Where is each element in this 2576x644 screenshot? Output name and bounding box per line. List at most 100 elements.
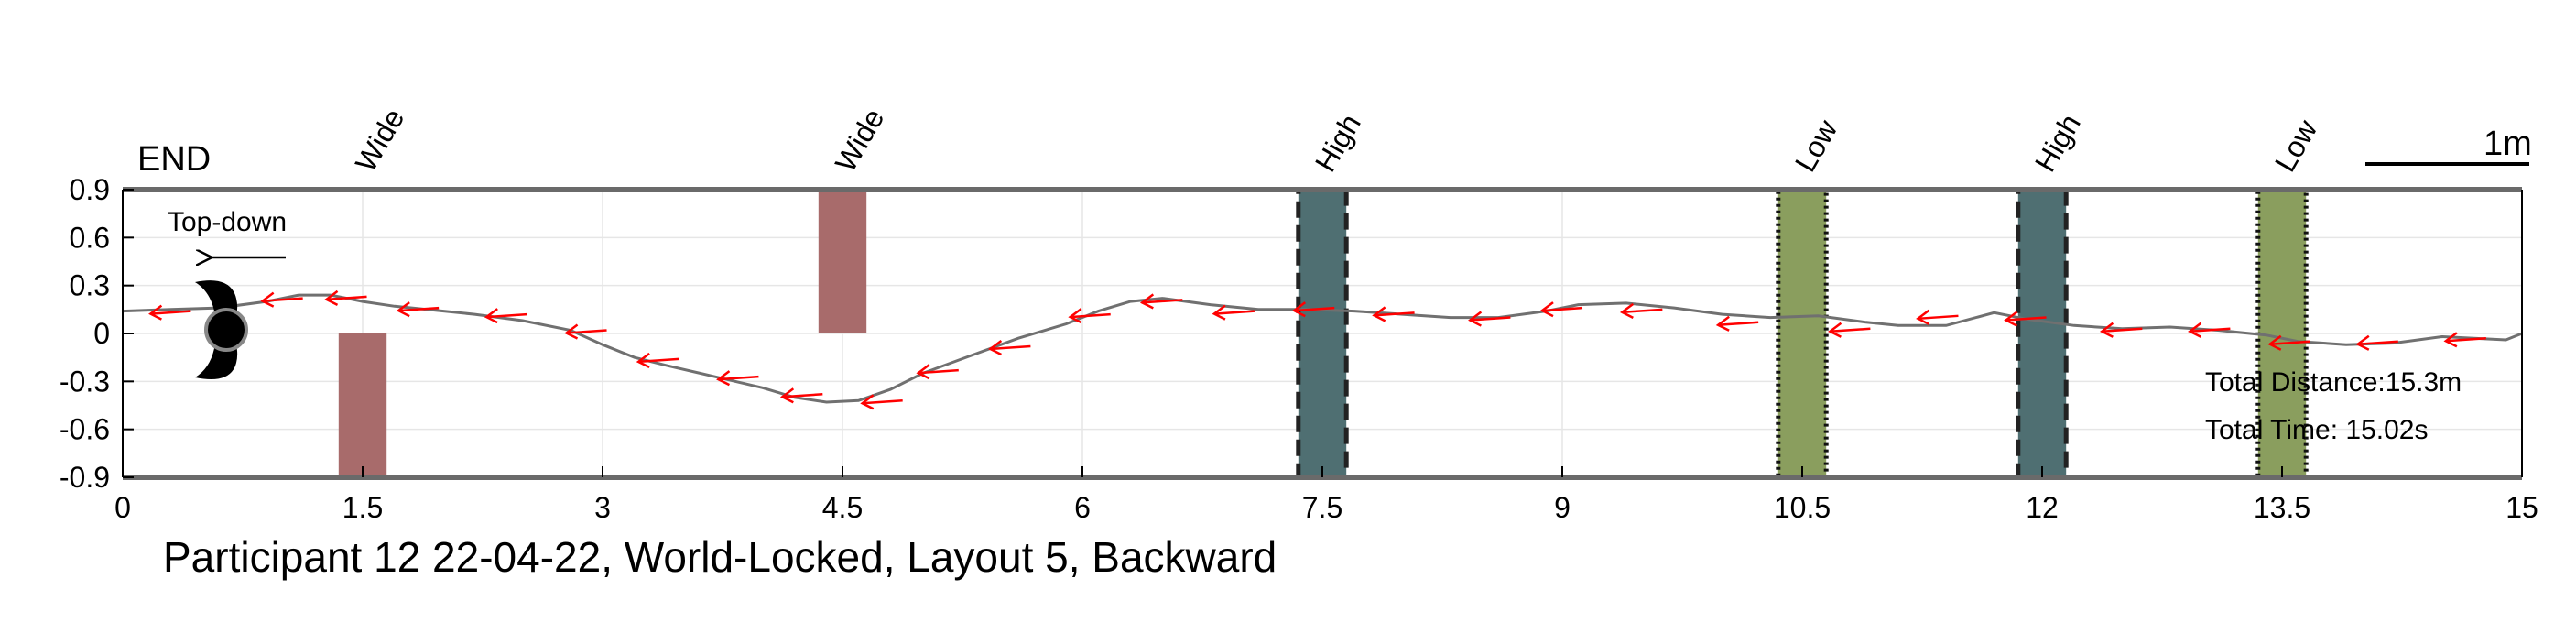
x-tick-label: 15 bbox=[2505, 491, 2538, 524]
x-tick-label: 10.5 bbox=[1774, 491, 1831, 524]
heading-arrow bbox=[988, 339, 1031, 356]
end-label: END bbox=[137, 140, 211, 179]
heading-arrow-shaft bbox=[718, 375, 759, 381]
heading-arrow-shaft bbox=[2445, 336, 2486, 343]
heading-arrow-head bbox=[1828, 322, 1842, 338]
tick-labels: 0 1.5 3 4.5 6 7.5 9 10.5 12 13.5 15 0.9 0.6 0.3 0 -0.3 -… bbox=[60, 173, 2538, 524]
heading-arrow-shaft bbox=[1470, 316, 1511, 322]
heading-arrow bbox=[1916, 309, 1959, 325]
participant-icon bbox=[195, 280, 248, 379]
heading-arrow-head bbox=[1372, 306, 1386, 322]
heading-arrow bbox=[2267, 334, 2310, 351]
heading-arrow-head bbox=[1212, 304, 1226, 321]
heading-arrow bbox=[1468, 311, 1511, 327]
x-tick-label: 12 bbox=[2026, 491, 2059, 524]
heading-arrow bbox=[148, 304, 191, 321]
heading-arrow bbox=[2355, 334, 2398, 351]
chart-title: Participant 12 22-04-22, World-Locked, L… bbox=[163, 533, 1277, 581]
heading-arrow-shaft bbox=[262, 297, 303, 302]
heading-arrow-head bbox=[2443, 332, 2458, 348]
heading-arrow-head bbox=[148, 304, 163, 321]
heading-arrow-head bbox=[396, 301, 410, 318]
heading-arrow-head bbox=[2004, 311, 2018, 327]
y-tick-label: 0.9 bbox=[70, 173, 110, 206]
heading-arrow bbox=[324, 289, 367, 306]
heading-arrow-head bbox=[1916, 309, 1930, 325]
x-tick-label: 6 bbox=[1074, 491, 1091, 524]
heading-arrow bbox=[1068, 308, 1111, 324]
heading-arrow-shaft bbox=[1918, 314, 1959, 321]
obstacle-label-1: Wide bbox=[349, 103, 411, 177]
heading-arrow-shaft bbox=[990, 344, 1031, 351]
heading-arrow-shaft bbox=[1142, 299, 1183, 304]
heading-arrow-shaft bbox=[398, 306, 440, 312]
heading-arrow bbox=[1372, 306, 1415, 322]
y-tick-label: 0.3 bbox=[70, 269, 110, 302]
heading-arrow-head bbox=[636, 352, 650, 369]
heading-arrow bbox=[1828, 322, 1871, 338]
heading-arrow-head bbox=[2267, 334, 2282, 351]
heading-arrow-head bbox=[1068, 308, 1082, 324]
heading-arrow-shaft bbox=[1718, 321, 1759, 327]
x-tick-label: 4.5 bbox=[822, 491, 863, 524]
total-distance: Total Distance:15.3m bbox=[2205, 367, 2462, 398]
heading-arrow-head bbox=[260, 291, 275, 308]
heading-arrow-shaft bbox=[566, 329, 607, 334]
heading-arrow-head bbox=[324, 289, 339, 306]
heading-arrow-head bbox=[1619, 302, 1635, 319]
heading-arrow-shaft bbox=[2005, 316, 2047, 322]
x-tick-label: 7.5 bbox=[1302, 491, 1342, 524]
obstacle-high-3 bbox=[1296, 187, 1349, 480]
obstacle-label-5: High bbox=[2028, 109, 2087, 178]
heading-arrow-shaft bbox=[1070, 312, 1111, 319]
x-tick-label: 9 bbox=[1554, 491, 1571, 524]
heading-arrow bbox=[1291, 301, 1335, 318]
obstacle-label-3: High bbox=[1309, 109, 1367, 178]
heading-arrow bbox=[2443, 332, 2486, 348]
obstacle-low-4 bbox=[1776, 187, 1829, 480]
heading-arrow-head bbox=[564, 323, 579, 340]
obstacles bbox=[338, 187, 2309, 480]
obstacle-wide-2 bbox=[818, 190, 867, 333]
heading-arrow-shaft bbox=[150, 310, 191, 315]
heading-arrow bbox=[564, 323, 607, 340]
heading-arrow-head bbox=[779, 387, 795, 404]
obstacle-high-5 bbox=[2016, 187, 2069, 480]
obstacle-label-2: Wide bbox=[829, 103, 891, 177]
heading-arrow bbox=[1715, 315, 1759, 332]
heading-arrow-shaft bbox=[2357, 340, 2398, 345]
heading-arrow-head bbox=[916, 364, 930, 380]
heading-arrow bbox=[2099, 322, 2143, 338]
top-down-label: Top-down bbox=[168, 207, 287, 237]
heading-arrow-shaft bbox=[782, 393, 823, 398]
heading-arrow-head bbox=[2188, 322, 2202, 338]
heading-arrow bbox=[779, 387, 823, 404]
heading-arrow-shaft bbox=[2269, 340, 2310, 345]
y-tick-label: -0.9 bbox=[60, 461, 110, 494]
heading-arrow bbox=[1212, 304, 1255, 321]
scale-bar-label: 1m bbox=[2484, 125, 2532, 163]
heading-arrow-shaft bbox=[862, 399, 903, 405]
obstacle-label-6: Low bbox=[2268, 114, 2324, 178]
heading-arrow-shaft bbox=[638, 357, 679, 364]
heading-arrow bbox=[860, 394, 903, 410]
heading-arrow-shaft bbox=[2190, 327, 2231, 333]
heading-arrow-head bbox=[484, 308, 498, 324]
heading-arrow bbox=[1539, 301, 1583, 318]
heading-arrow bbox=[260, 291, 303, 308]
heading-arrow-shaft bbox=[1374, 311, 1415, 317]
y-tick-label: -0.6 bbox=[60, 413, 110, 446]
heading-arrow-head bbox=[988, 339, 1003, 356]
y-tick-label: -0.3 bbox=[60, 365, 110, 398]
heading-arrow-shaft bbox=[1294, 306, 1335, 312]
heading-arrow bbox=[1139, 293, 1183, 310]
heading-arrow bbox=[396, 301, 440, 318]
heading-arrow-head bbox=[1291, 301, 1307, 318]
x-tick-label: 0 bbox=[114, 491, 131, 524]
heading-arrow bbox=[2004, 311, 2047, 327]
heading-arrow bbox=[484, 308, 527, 324]
heading-arrow-head bbox=[1139, 293, 1155, 310]
heading-arrow bbox=[716, 370, 759, 387]
heading-arrow-shaft bbox=[1622, 308, 1663, 314]
